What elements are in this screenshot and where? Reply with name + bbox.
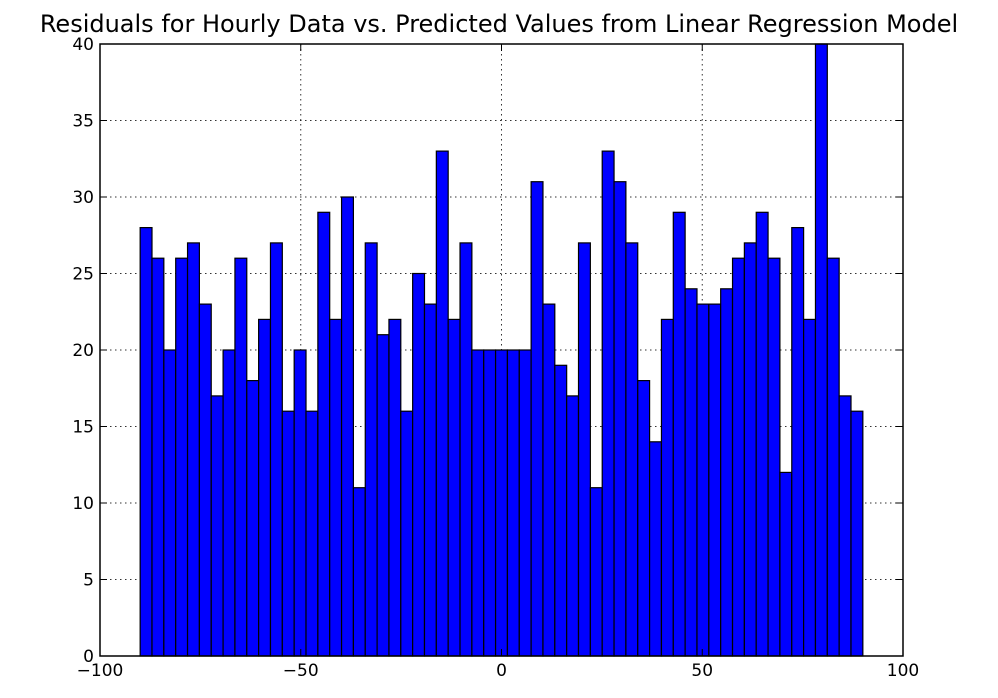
histogram-bar (566, 395, 580, 657)
histogram-bar (838, 395, 852, 657)
y-tick-label: 25 (72, 265, 94, 285)
histogram-bar (684, 288, 698, 657)
chart-title: Residuals for Hourly Data vs. Predicted … (39, 10, 959, 38)
histogram-bar (412, 272, 426, 657)
histogram-bar (281, 410, 295, 657)
histogram-bar (779, 471, 793, 657)
histogram-bar (305, 410, 319, 657)
y-tick-label: 40 (72, 35, 94, 55)
x-tick-label: −100 (77, 661, 124, 681)
histogram-bar (826, 257, 840, 657)
y-tick-labels: 0 5 10 15 20 25 30 35 40 (72, 35, 94, 667)
histogram-bar (447, 318, 461, 657)
histogram-bars (139, 43, 864, 657)
histogram-bar (637, 380, 651, 657)
histogram-bar (648, 441, 663, 657)
histogram-bar (400, 410, 414, 657)
histogram-bar (708, 303, 722, 657)
histogram-bar (329, 318, 343, 657)
histogram-bar (258, 318, 272, 657)
x-tick-label: 100 (887, 661, 919, 681)
histogram-bar (696, 303, 710, 657)
histogram-bar (660, 318, 674, 657)
histogram-bar (755, 211, 769, 657)
histogram-bar (293, 349, 307, 657)
histogram-bar (483, 349, 497, 657)
histogram-bar (720, 288, 734, 657)
histogram-bar (435, 150, 449, 657)
y-tick-label: 0 (83, 647, 94, 667)
histogram-bar (376, 334, 390, 657)
histogram-bar (388, 318, 402, 657)
histogram-bar (364, 242, 378, 657)
x-tick-label: −50 (283, 661, 319, 681)
y-tick-label: 15 (72, 418, 94, 438)
histogram-bar (601, 150, 615, 657)
histogram-bar (269, 242, 283, 657)
x-tick-labels: −100 −50 0 50 100 (77, 661, 920, 681)
y-tick-label: 10 (72, 494, 94, 514)
histogram-bar (186, 242, 200, 657)
histogram-bar (850, 410, 864, 657)
histogram-bar (222, 349, 236, 657)
histogram-bar (234, 257, 248, 657)
histogram-bar (139, 227, 153, 657)
histogram-bar (459, 242, 473, 657)
histogram-bar (613, 181, 627, 657)
histogram-bar (423, 303, 437, 657)
histogram-bar (518, 349, 532, 657)
histogram-bar (791, 227, 805, 657)
axis-ticks (99, 43, 904, 657)
histogram-bar (803, 318, 817, 657)
histogram-bar (163, 349, 177, 657)
histogram-bar (767, 257, 781, 657)
histogram-bar (589, 487, 603, 657)
histogram-bar (577, 242, 591, 657)
histogram-bar (494, 349, 509, 657)
histogram-bar (352, 487, 366, 657)
histogram-bar (198, 303, 212, 657)
histogram-bar (506, 349, 520, 657)
histogram-bar (542, 303, 556, 657)
x-tick-label: 50 (691, 661, 713, 681)
y-tick-label: 5 (83, 571, 94, 591)
histogram-bar (743, 242, 757, 657)
histogram-bar (210, 395, 224, 657)
histogram-bar (246, 380, 260, 657)
y-tick-label: 35 (72, 112, 94, 132)
histogram-bar (814, 43, 828, 657)
histogram-bar (317, 211, 331, 657)
histogram-bar (151, 257, 165, 657)
histogram-bar (672, 211, 686, 657)
histogram-bar (471, 349, 485, 657)
histogram-bar (554, 364, 568, 657)
y-tick-label: 30 (72, 188, 94, 208)
y-tick-label: 20 (72, 341, 94, 361)
histogram-bar (340, 196, 355, 657)
x-tick-label: 0 (496, 661, 507, 681)
histogram-bar (175, 257, 189, 657)
histogram-bar (731, 257, 745, 657)
histogram-bar (530, 181, 544, 657)
histogram-bar (625, 242, 639, 657)
